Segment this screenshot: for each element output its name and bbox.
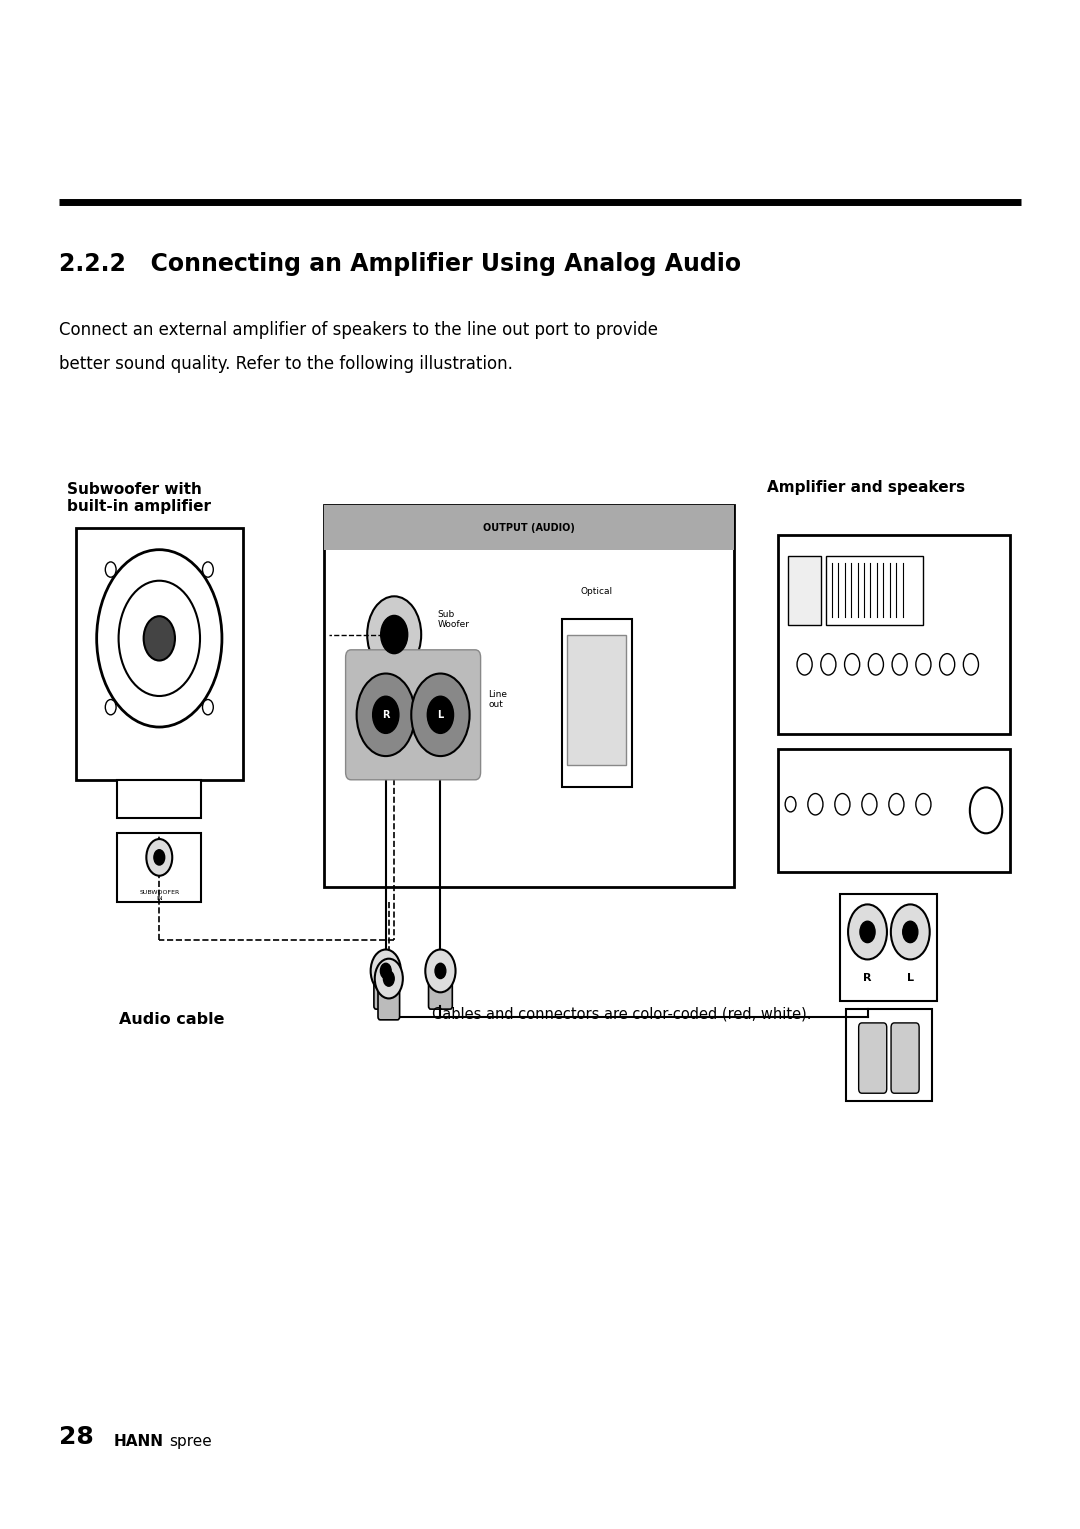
- Circle shape: [821, 654, 836, 676]
- FancyBboxPatch shape: [840, 894, 937, 1001]
- FancyBboxPatch shape: [778, 535, 1010, 734]
- Text: Amplifier and speakers: Amplifier and speakers: [767, 480, 964, 495]
- Circle shape: [426, 950, 456, 992]
- Circle shape: [203, 700, 214, 714]
- Text: Line
out: Line out: [488, 690, 508, 709]
- Circle shape: [428, 696, 454, 734]
- Text: Optical: Optical: [581, 587, 612, 596]
- Circle shape: [375, 959, 403, 998]
- Circle shape: [916, 654, 931, 676]
- Circle shape: [862, 794, 877, 815]
- Circle shape: [435, 963, 446, 979]
- FancyBboxPatch shape: [76, 528, 243, 780]
- Circle shape: [154, 850, 165, 865]
- Text: spree: spree: [170, 1434, 213, 1449]
- Circle shape: [889, 794, 904, 815]
- Circle shape: [106, 700, 117, 714]
- Circle shape: [835, 794, 850, 815]
- FancyBboxPatch shape: [118, 833, 201, 902]
- Circle shape: [860, 920, 875, 942]
- FancyBboxPatch shape: [562, 619, 632, 787]
- FancyBboxPatch shape: [346, 650, 481, 780]
- Text: SUBWOOFER
IN: SUBWOOFER IN: [139, 890, 179, 901]
- FancyBboxPatch shape: [118, 780, 201, 818]
- Circle shape: [868, 654, 883, 676]
- Circle shape: [106, 561, 117, 576]
- Circle shape: [380, 616, 408, 654]
- Circle shape: [380, 963, 391, 979]
- FancyBboxPatch shape: [859, 1023, 887, 1093]
- Circle shape: [903, 920, 918, 942]
- FancyBboxPatch shape: [891, 1023, 919, 1093]
- Circle shape: [383, 971, 394, 986]
- FancyBboxPatch shape: [324, 505, 734, 887]
- Text: Sub
Woofer: Sub Woofer: [437, 610, 470, 628]
- Circle shape: [367, 596, 421, 673]
- Circle shape: [373, 696, 399, 734]
- Text: R: R: [382, 709, 390, 720]
- Circle shape: [848, 904, 887, 960]
- Circle shape: [203, 561, 214, 576]
- Circle shape: [891, 904, 930, 960]
- Circle shape: [370, 950, 401, 992]
- Circle shape: [356, 674, 415, 757]
- Circle shape: [144, 616, 175, 661]
- Text: Cables and connectors are color-coded (red, white).: Cables and connectors are color-coded (r…: [432, 1006, 811, 1021]
- Circle shape: [916, 794, 931, 815]
- FancyBboxPatch shape: [788, 555, 821, 624]
- Text: 28: 28: [59, 1425, 103, 1449]
- Circle shape: [97, 549, 222, 726]
- Circle shape: [940, 654, 955, 676]
- Circle shape: [411, 674, 470, 757]
- Circle shape: [970, 787, 1002, 833]
- FancyBboxPatch shape: [567, 635, 626, 764]
- FancyBboxPatch shape: [826, 555, 923, 624]
- Circle shape: [147, 839, 173, 876]
- FancyBboxPatch shape: [846, 1009, 932, 1101]
- FancyBboxPatch shape: [324, 505, 734, 550]
- Text: Connect an external amplifier of speakers to the line out port to provide: Connect an external amplifier of speaker…: [59, 321, 659, 339]
- Text: R: R: [863, 972, 872, 983]
- Circle shape: [892, 654, 907, 676]
- Circle shape: [845, 654, 860, 676]
- Text: Subwoofer with
built-in amplifier: Subwoofer with built-in amplifier: [67, 482, 211, 514]
- Text: Audio cable: Audio cable: [119, 1012, 225, 1027]
- FancyBboxPatch shape: [374, 972, 397, 1009]
- Text: L: L: [437, 709, 444, 720]
- Circle shape: [963, 654, 978, 676]
- Text: L: L: [907, 972, 914, 983]
- Circle shape: [797, 654, 812, 676]
- FancyBboxPatch shape: [429, 972, 453, 1009]
- Text: better sound quality. Refer to the following illustration.: better sound quality. Refer to the follo…: [59, 355, 513, 373]
- FancyBboxPatch shape: [378, 983, 400, 1020]
- Circle shape: [785, 797, 796, 812]
- Text: OUTPUT (AUDIO): OUTPUT (AUDIO): [483, 523, 576, 532]
- Circle shape: [119, 581, 200, 696]
- FancyBboxPatch shape: [778, 749, 1010, 872]
- Text: HANN: HANN: [113, 1434, 163, 1449]
- Text: 2.2.2   Connecting an Amplifier Using Analog Audio: 2.2.2 Connecting an Amplifier Using Anal…: [59, 252, 742, 277]
- Circle shape: [808, 794, 823, 815]
